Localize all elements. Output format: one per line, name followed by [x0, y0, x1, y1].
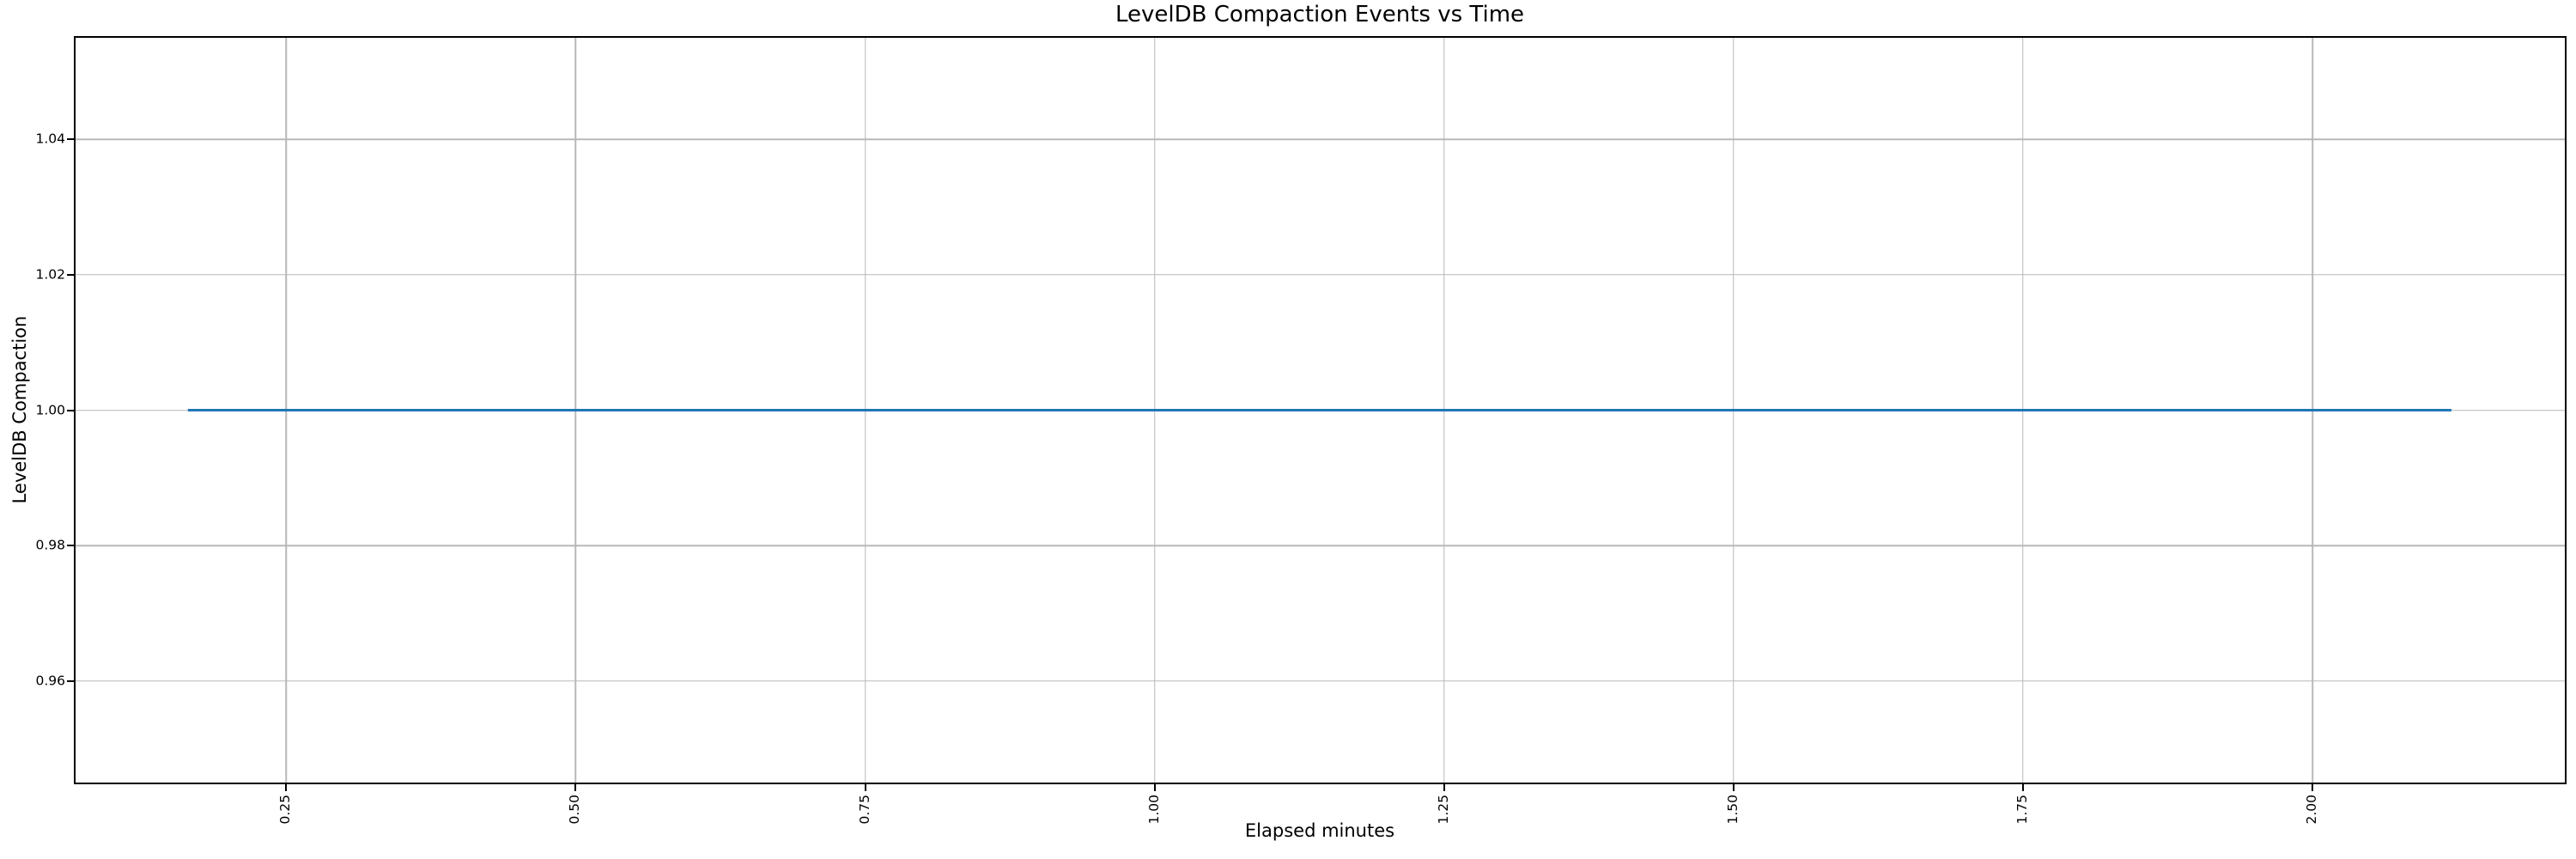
- h-gridline: [76, 680, 2565, 682]
- y-tick-mark: [67, 679, 76, 682]
- y-tick-mark: [67, 409, 76, 411]
- y-tick-mark: [67, 138, 76, 141]
- x-tick-mark: [285, 783, 288, 791]
- plot-area: 0.25 0.50 0.75 1.00 1.25 1.50 1.75 2.00 0.96 0.98…: [35, 36, 2567, 825]
- h-gridline: [76, 274, 2565, 276]
- x-tick-mark: [864, 783, 866, 791]
- y-tick-label: 1.04: [35, 131, 65, 147]
- h-gridline: [76, 138, 2565, 140]
- x-tick-label: 1.00: [1145, 795, 1162, 825]
- x-tick-label: 1.25: [1435, 795, 1451, 825]
- y-tick-label: 1.00: [35, 401, 65, 417]
- x-tick-mark: [2312, 783, 2314, 791]
- chart-title: LevelDB Compaction Events vs Time: [1115, 2, 1525, 27]
- x-axis-label: Elapsed minutes: [1244, 820, 1395, 841]
- x-tick-label: 0.75: [856, 795, 872, 825]
- x-tick-mark: [574, 783, 577, 791]
- y-tick-mark: [67, 273, 76, 276]
- x-tick-mark: [1732, 783, 1735, 791]
- series-plot: [76, 38, 2565, 783]
- y-tick-label: 0.96: [35, 673, 65, 689]
- x-tick-mark: [1153, 783, 1156, 791]
- x-tick-label: 0.25: [277, 795, 294, 825]
- h-gridline: [76, 545, 2565, 546]
- x-tick-label: 0.50: [567, 795, 583, 825]
- y-tick-label: 1.02: [35, 266, 65, 283]
- y-tick-label: 0.98: [35, 537, 65, 553]
- x-tick-mark: [2021, 783, 2024, 791]
- y-tick-mark: [67, 545, 76, 547]
- x-tick-label: 1.75: [2014, 795, 2031, 825]
- x-tick-mark: [1443, 783, 1445, 791]
- x-tick-label: 1.50: [1724, 795, 1741, 825]
- x-tick-label: 2.00: [2304, 795, 2320, 825]
